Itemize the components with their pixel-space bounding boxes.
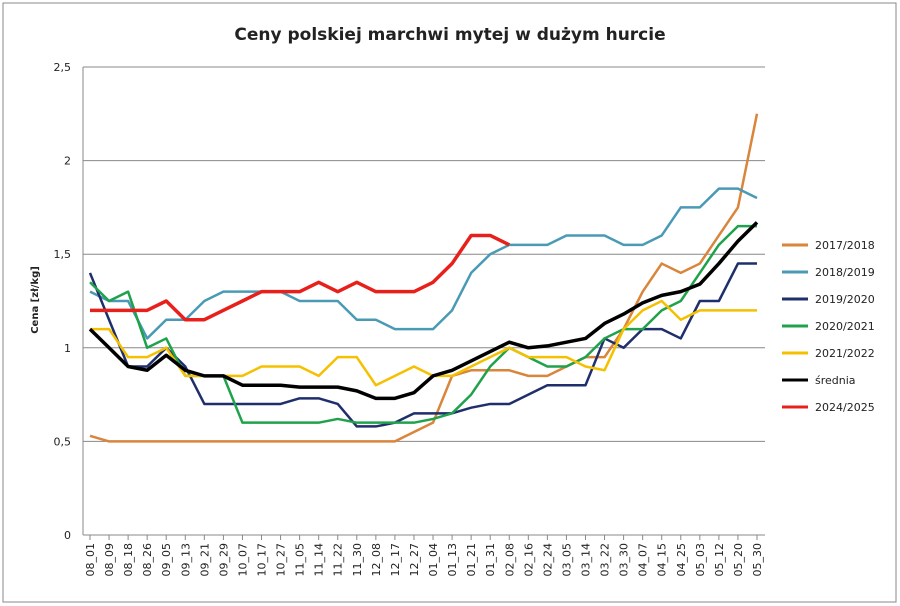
x-tick-label: 01_31 bbox=[484, 543, 497, 577]
x-tick-label: 12_27 bbox=[408, 543, 421, 577]
legend-label: 2019/2020 bbox=[815, 293, 875, 306]
series-line bbox=[89, 187, 758, 340]
y-axis-label: Cena [zł/kg] bbox=[30, 266, 41, 334]
x-tick-label: 11_05 bbox=[294, 543, 307, 577]
legend-label: średnia bbox=[815, 374, 856, 387]
x-tick-label: 12_08 bbox=[370, 543, 383, 577]
x-tick-label: 09_21 bbox=[198, 543, 211, 577]
x-tick-label: 02_08 bbox=[503, 543, 516, 577]
legend-label: 2018/2019 bbox=[815, 266, 875, 279]
y-tick-label: 1,5 bbox=[54, 248, 72, 261]
x-tick-label: 08_18 bbox=[122, 543, 135, 577]
series-line bbox=[88, 262, 757, 428]
series-line bbox=[88, 221, 759, 401]
x-tick-label: 10_17 bbox=[256, 543, 269, 577]
series-line bbox=[90, 233, 511, 322]
x-tick-label: 01_13 bbox=[446, 543, 459, 577]
x-tick-label: 05_30 bbox=[751, 543, 764, 577]
y-tick-label: 1 bbox=[64, 342, 71, 355]
x-tick-label: 11_30 bbox=[351, 543, 364, 577]
x-tick-label: 12_17 bbox=[389, 543, 402, 577]
x-tick-label: 09_13 bbox=[179, 543, 192, 577]
x-tick-label: 05_20 bbox=[732, 543, 745, 577]
x-tick-label: 01_04 bbox=[427, 543, 440, 577]
x-tick-label: 11_14 bbox=[313, 543, 326, 577]
x-tick-label: 09_29 bbox=[217, 543, 230, 577]
x-tick-label: 09_05 bbox=[160, 543, 173, 577]
x-tick-label: 04_15 bbox=[656, 543, 669, 577]
x-tick-label: 03_14 bbox=[579, 543, 592, 577]
x-tick-label: 08_01 bbox=[84, 543, 97, 577]
x-tick-label: 10_07 bbox=[236, 543, 249, 577]
x-tick-label: 05_12 bbox=[713, 543, 726, 577]
x-tick-label: 03_22 bbox=[599, 543, 612, 577]
y-tick-label: 0 bbox=[64, 529, 71, 542]
y-tick-label: 2 bbox=[64, 155, 71, 168]
y-tick-label: 2,5 bbox=[54, 61, 72, 74]
x-tick-label: 02_16 bbox=[522, 543, 535, 577]
x-tick-label: 02_24 bbox=[541, 543, 554, 577]
x-tick-label: 04_25 bbox=[675, 543, 688, 577]
legend-label: 2024/2025 bbox=[815, 401, 875, 414]
series-line bbox=[89, 113, 759, 443]
x-tick-label: 05_03 bbox=[694, 543, 707, 577]
x-tick-label: 11_22 bbox=[332, 543, 345, 577]
x-tick-label: 04_07 bbox=[637, 543, 650, 577]
x-tick-label: 03_05 bbox=[560, 543, 573, 577]
legend-label: 2021/2022 bbox=[815, 347, 875, 360]
legend-label: 2017/2018 bbox=[815, 239, 875, 252]
x-tick-label: 08_09 bbox=[103, 543, 116, 577]
x-tick-label: 01_21 bbox=[465, 543, 478, 577]
y-tick-label: 0,5 bbox=[54, 435, 72, 448]
legend-label: 2020/2021 bbox=[815, 320, 875, 333]
x-tick-label: 03_30 bbox=[618, 543, 631, 577]
x-tick-label: 08_26 bbox=[141, 543, 154, 577]
chart-title: Ceny polskiej marchwi mytej w dużym hurc… bbox=[234, 25, 665, 45]
x-tick-label: 10_27 bbox=[275, 543, 288, 577]
